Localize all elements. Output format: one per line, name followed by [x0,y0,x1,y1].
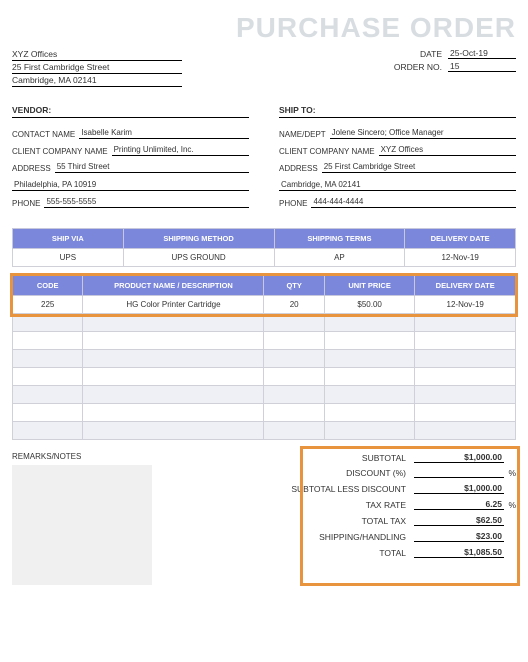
remarks-box [12,465,152,585]
item-hdr-date: DELIVERY DATE [415,276,516,296]
item-price: $50.00 [324,296,415,314]
shipto-name-label: NAME/DEPT [279,130,330,139]
shipto-phone-label: PHONE [279,199,311,208]
item-date: 12-Nov-19 [415,296,516,314]
shipto-company: XYZ Offices [379,145,516,156]
item-row-empty [13,404,516,422]
ship-hdr-method: SHIPPING METHOD [123,229,274,249]
ship-via: UPS [13,249,124,267]
discount-label: DISCOUNT (%) [256,468,414,478]
vendor-phone-label: PHONE [12,199,44,208]
item-row-empty [13,386,516,404]
ship-method: UPS GROUND [123,249,274,267]
item-hdr-code: CODE [13,276,83,296]
subdisc-value: $1,000.00 [414,483,504,494]
total-label: TOTAL [256,548,414,558]
shipto-company-label: CLIENT COMPANY NAME [279,147,379,156]
vendor-company: Printing Unlimited, Inc. [112,145,249,156]
vendor-contact-label: CONTACT NAME [12,130,79,139]
item-row: 225 HG Color Printer Cartridge 20 $50.00… [13,296,516,314]
vendor-phone: 555-555-5555 [44,197,249,208]
subdisc-label: SUBTOTAL LESS DISCOUNT [256,484,414,494]
item-row-empty [13,350,516,368]
bottom-row: REMARKS/NOTES SUBTOTAL$1,000.00 DISCOUNT… [12,452,516,585]
item-row-empty [13,314,516,332]
date-label: DATE [386,49,448,59]
shipping-label: SHIPPING/HANDLING [256,532,414,542]
ship-hdr-via: SHIP VIA [13,229,124,249]
date-value: 25-Oct-19 [448,48,516,59]
item-desc: HG Color Printer Cartridge [83,296,264,314]
total-value: $1,085.50 [414,547,504,558]
ship-hdr-date: DELIVERY DATE [405,229,516,249]
item-hdr-desc: PRODUCT NAME / DESCRIPTION [83,276,264,296]
vendor-city: Philadelphia, PA 10919 [12,179,249,191]
header-row: XYZ Offices 25 First Cambridge Street Ca… [12,48,516,87]
meta-block: DATE 25-Oct-19 ORDER NO. 15 [386,48,516,87]
ship-row: UPS UPS GROUND AP 12-Nov-19 [13,249,516,267]
item-row-empty [13,422,516,440]
orderno-label: ORDER NO. [386,62,448,72]
taxrate-value: 6.25 [414,499,504,510]
shipto-name: Jolene Sincero; Office Manager [330,128,516,139]
shipping-table: SHIP VIA SHIPPING METHOD SHIPPING TERMS … [12,228,516,267]
remarks-section: REMARKS/NOTES [12,452,236,585]
totaltax-label: TOTAL TAX [256,516,414,526]
vendor-address-label: ADDRESS [12,164,55,173]
vendor-contact: Isabelle Karim [79,128,249,139]
totals-section: SUBTOTAL$1,000.00 DISCOUNT (%)% SUBTOTAL… [256,452,516,585]
vendor-address: 55 Third Street [55,162,249,173]
shipto-address-label: ADDRESS [279,164,322,173]
items-wrap: CODE PRODUCT NAME / DESCRIPTION QTY UNIT… [12,275,516,440]
ship-date: 12-Nov-19 [405,249,516,267]
vendor-section-label: VENDOR: [12,105,249,118]
items-table: CODE PRODUCT NAME / DESCRIPTION QTY UNIT… [12,275,516,440]
shipto-section-label: SHIP TO: [279,105,516,118]
company-name: XYZ Offices [12,48,182,61]
item-qty: 20 [264,296,324,314]
taxrate-label: TAX RATE [256,500,414,510]
shipto-address: 25 First Cambridge Street [322,162,516,173]
subtotal-label: SUBTOTAL [256,453,414,463]
item-hdr-price: UNIT PRICE [324,276,415,296]
vendor-col: VENDOR: CONTACT NAMEIsabelle Karim CLIEN… [12,105,249,214]
discount-pct: % [504,468,516,478]
company-street: 25 First Cambridge Street [12,61,182,74]
item-hdr-qty: QTY [264,276,324,296]
doc-title: PURCHASE ORDER [12,12,516,44]
vendor-company-label: CLIENT COMPANY NAME [12,147,112,156]
ship-hdr-terms: SHIPPING TERMS [274,229,405,249]
shipping-value: $23.00 [414,531,504,542]
item-row-empty [13,368,516,386]
company-city: Cambridge, MA 02141 [12,74,182,87]
parties-row: VENDOR: CONTACT NAMEIsabelle Karim CLIEN… [12,105,516,214]
item-code: 225 [13,296,83,314]
shipto-phone: 444-444-4444 [311,197,516,208]
shipto-col: SHIP TO: NAME/DEPTJolene Sincero; Office… [279,105,516,214]
company-block: XYZ Offices 25 First Cambridge Street Ca… [12,48,182,87]
remarks-label: REMARKS/NOTES [12,452,236,461]
taxrate-pct: % [504,500,516,510]
discount-value [414,477,504,478]
totaltax-value: $62.50 [414,515,504,526]
orderno-value: 15 [448,61,516,72]
item-row-empty [13,332,516,350]
subtotal-value: $1,000.00 [414,452,504,463]
ship-terms: AP [274,249,405,267]
shipto-city: Cambridge, MA 02141 [279,179,516,191]
